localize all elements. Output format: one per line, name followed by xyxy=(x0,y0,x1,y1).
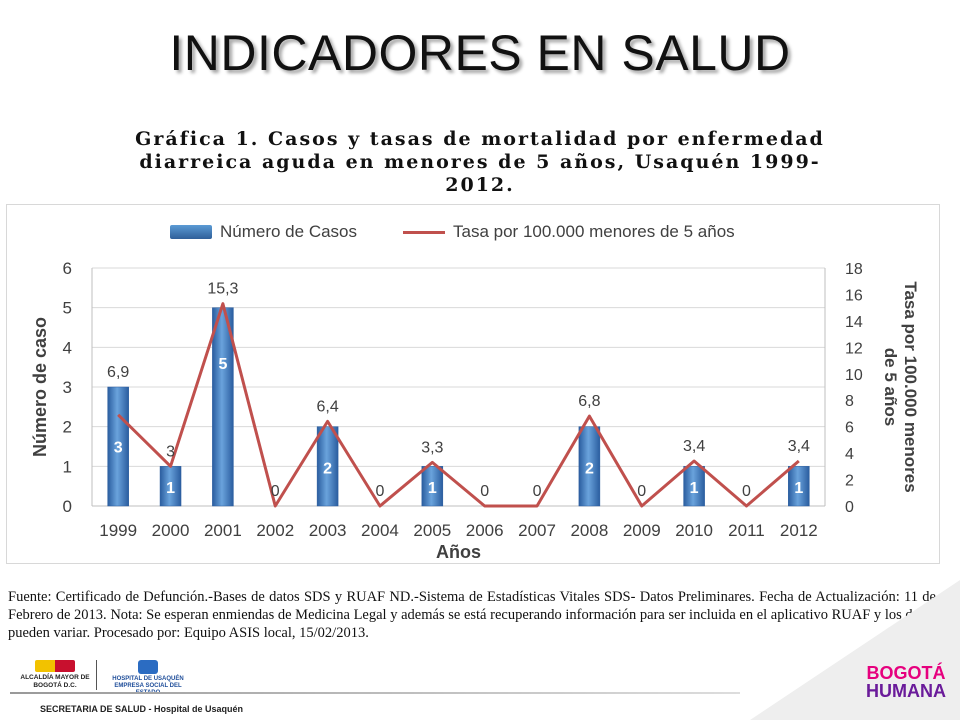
bar-data-label: 1 xyxy=(794,480,803,497)
y2-tick-label: 0 xyxy=(845,499,854,516)
bar xyxy=(107,386,129,507)
y2-tick-label: 4 xyxy=(845,446,854,463)
y-axis-title: Número de caso xyxy=(30,317,50,457)
x-tick-label: 2002 xyxy=(256,521,294,540)
x-tick-label: 2008 xyxy=(570,521,608,540)
bar xyxy=(683,466,705,507)
x-tick-label: 2006 xyxy=(466,521,504,540)
corner-fold xyxy=(750,580,960,720)
y2-tick-label: 8 xyxy=(845,393,854,410)
bar xyxy=(788,466,810,507)
bar-data-label: 1 xyxy=(166,480,175,497)
line-data-label: 3 xyxy=(166,443,175,460)
bar xyxy=(578,426,601,507)
footer-org-text: SECRETARIA DE SALUD - Hospital de Usaqué… xyxy=(40,704,244,714)
line-data-label: 6,9 xyxy=(107,364,129,381)
y2-axis-title: Tasa por 100.000 menoresde 5 años xyxy=(881,281,920,492)
x-tick-label: 2012 xyxy=(780,521,818,540)
hospital-mark-icon xyxy=(138,660,158,674)
x-tick-label: 2010 xyxy=(675,521,713,540)
y-tick-label: 2 xyxy=(63,418,72,437)
line-data-label: 0 xyxy=(376,483,385,500)
y2-tick-label: 10 xyxy=(845,367,863,384)
line-data-label: 15,3 xyxy=(207,281,238,298)
y-tick-label: 1 xyxy=(63,457,72,476)
y2-tick-label: 6 xyxy=(845,420,854,437)
bogota-humana-logo: BOGOTÁ HUMANA xyxy=(866,664,946,700)
bar-data-label: 2 xyxy=(323,460,332,477)
line-data-label: 6,4 xyxy=(316,398,338,415)
x-tick-label: 2011 xyxy=(728,521,765,540)
legend-line-swatch xyxy=(403,230,446,234)
source-note: Fuente: Certificado de Defunción.-Bases … xyxy=(8,589,936,641)
y2-tick-label: 18 xyxy=(845,261,863,278)
x-tick-label: 2005 xyxy=(413,521,451,540)
y2-tick-label: 12 xyxy=(845,340,863,357)
y-tick-label: 4 xyxy=(63,338,72,357)
bar xyxy=(316,426,339,507)
slide-title: INDICADORES EN SALUD xyxy=(169,25,791,81)
x-tick-label: 2003 xyxy=(309,521,347,540)
chart-legend: Número de Casos Tasa por 100.000 menores… xyxy=(170,222,735,242)
alcaldia-logo: ALCALDÍA MAYOR DE BOGOTÁ D.C. xyxy=(20,660,90,690)
y2-tick-label: 14 xyxy=(845,314,863,331)
line-data-label: 0 xyxy=(271,483,280,500)
line-data-label: 0 xyxy=(480,483,489,500)
line-data-label: 3,4 xyxy=(788,438,810,455)
line-data-label: 0 xyxy=(533,483,542,500)
alcaldia-logo-text: ALCALDÍA MAYOR DE BOGOTÁ D.C. xyxy=(20,674,90,689)
legend-bars-label: Número de Casos xyxy=(220,222,358,241)
y-tick-label: 5 xyxy=(63,299,72,318)
bar-data-label: 2 xyxy=(585,460,594,477)
x-tick-label: 1999 xyxy=(99,521,137,540)
x-tick-label: 2007 xyxy=(518,521,556,540)
x-tick-label: 2004 xyxy=(361,521,399,540)
bar-data-label: 5 xyxy=(218,356,227,373)
y2-tick-label: 2 xyxy=(845,473,854,490)
rate-line xyxy=(117,302,800,508)
footer-rule xyxy=(10,692,740,694)
bar xyxy=(421,466,444,507)
x-axis-title: Años xyxy=(436,542,481,562)
legend-bar-swatch xyxy=(170,225,212,239)
bogota-logo-line1: BOGOTÁ xyxy=(866,663,946,683)
x-tick-label: 2000 xyxy=(152,521,190,540)
line-data-label: 3,3 xyxy=(421,439,443,456)
y-tick-label: 0 xyxy=(63,497,72,516)
line-data-label: 6,8 xyxy=(578,393,600,410)
line-data-label: 0 xyxy=(742,483,751,500)
logo-divider xyxy=(96,660,97,690)
alcaldia-seal-icon xyxy=(35,660,75,672)
y-tick-label: 3 xyxy=(63,378,72,397)
bar-data-label: 1 xyxy=(428,480,437,497)
x-tick-label: 2009 xyxy=(623,521,661,540)
legend-line-label: Tasa por 100.000 menores de 5 años xyxy=(453,222,735,241)
y-tick-label: 6 xyxy=(63,259,72,278)
line-data-label: 3,4 xyxy=(683,438,705,455)
line-data-label: 0 xyxy=(637,483,646,500)
y2-tick-label: 16 xyxy=(845,287,863,304)
bar-data-label: 1 xyxy=(690,480,699,497)
bogota-logo-line2: HUMANA xyxy=(866,681,946,701)
x-tick-label: 2001 xyxy=(204,521,242,540)
chart-caption: Gráfica 1. Casos y tasas de mortalidad p… xyxy=(135,128,825,196)
bar-data-label: 3 xyxy=(114,440,123,457)
